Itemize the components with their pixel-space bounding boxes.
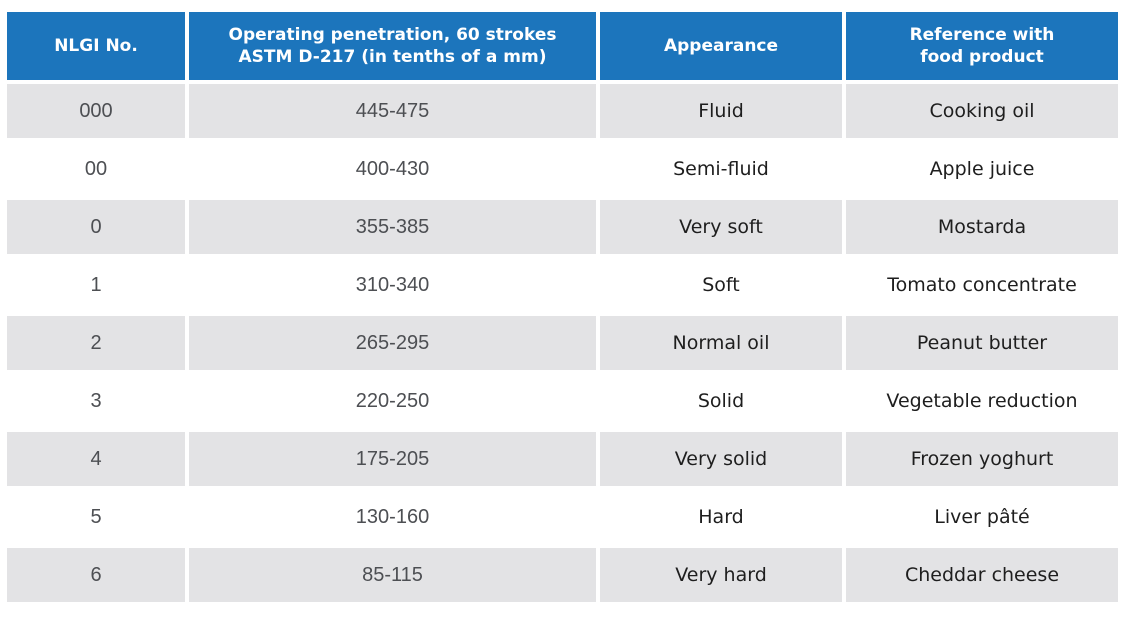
header-nlgi-line1: NLGI No. [54, 36, 138, 56]
cell-reference: Vegetable reduction [846, 374, 1118, 428]
header-reference-line1: Reference with [909, 25, 1055, 45]
cell-penetration: 130-160 [189, 490, 596, 544]
cell-reference: Liver pâté [846, 490, 1118, 544]
cell-appearance: Very solid [600, 432, 842, 486]
cell-appearance: Semi-fluid [600, 142, 842, 196]
header-penetration-line2: ASTM D-217 (in tenths of a mm) [238, 47, 547, 67]
header-reference-line2: food product [920, 47, 1044, 67]
cell-reference: Apple juice [846, 142, 1118, 196]
cell-nlgi: 00 [7, 142, 185, 196]
cell-appearance: Normal oil [600, 316, 842, 370]
cell-penetration: 265-295 [189, 316, 596, 370]
cell-appearance: Fluid [600, 84, 842, 138]
cell-reference: Cheddar cheese [846, 548, 1118, 602]
cell-nlgi: 5 [7, 490, 185, 544]
cell-reference: Cooking oil [846, 84, 1118, 138]
cell-penetration: 400-430 [189, 142, 596, 196]
cell-reference: Frozen yoghurt [846, 432, 1118, 486]
cell-nlgi: 000 [7, 84, 185, 138]
nlgi-grease-table: NLGI No. Operating penetration, 60 strok… [7, 12, 1118, 602]
cell-nlgi: 1 [7, 258, 185, 312]
cell-nlgi: 4 [7, 432, 185, 486]
header-nlgi-no: NLGI No. [7, 12, 185, 80]
cell-nlgi: 6 [7, 548, 185, 602]
cell-appearance: Soft [600, 258, 842, 312]
cell-reference: Tomato concentrate [846, 258, 1118, 312]
cell-appearance: Solid [600, 374, 842, 428]
cell-appearance: Very soft [600, 200, 842, 254]
cell-nlgi: 0 [7, 200, 185, 254]
cell-nlgi: 2 [7, 316, 185, 370]
cell-nlgi: 3 [7, 374, 185, 428]
header-reference-food-product: Reference with food product [846, 12, 1118, 80]
cell-reference: Mostarda [846, 200, 1118, 254]
cell-appearance: Very hard [600, 548, 842, 602]
header-penetration-line1: Operating penetration, 60 strokes [228, 25, 557, 45]
cell-penetration: 85-115 [189, 548, 596, 602]
cell-penetration: 175-205 [189, 432, 596, 486]
cell-penetration: 220-250 [189, 374, 596, 428]
header-appearance: Appearance [600, 12, 842, 80]
header-operating-penetration: Operating penetration, 60 strokes ASTM D… [189, 12, 596, 80]
header-appearance-line1: Appearance [663, 36, 779, 56]
cell-penetration: 310-340 [189, 258, 596, 312]
cell-penetration: 445-475 [189, 84, 596, 138]
cell-appearance: Hard [600, 490, 842, 544]
cell-penetration: 355-385 [189, 200, 596, 254]
cell-reference: Peanut butter [846, 316, 1118, 370]
